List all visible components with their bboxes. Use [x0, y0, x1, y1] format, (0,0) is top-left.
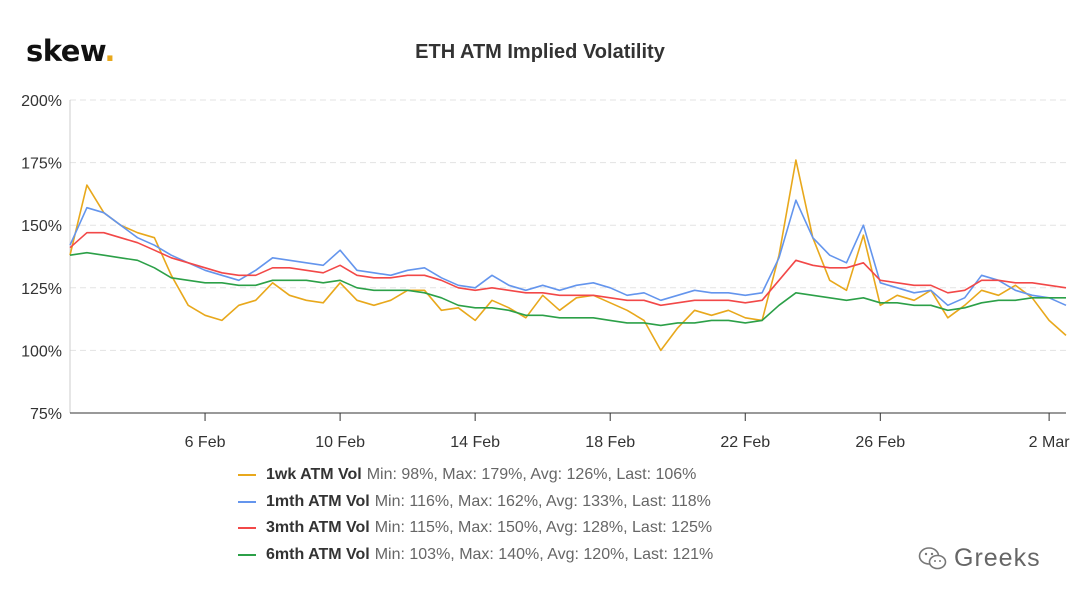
skew-logo: skew.: [26, 34, 115, 68]
volatility-line-chart: 75% 100% 125% 150% 175% 200% 6 Feb 10 Feb 14 Fe…: [21, 93, 1071, 451]
legend-swatch: [238, 553, 256, 556]
legend-series-stats: Min: 115%, Max: 150%, Avg: 128%, Last: 1…: [374, 519, 713, 537]
x-tick-label: 26 Feb: [855, 434, 905, 451]
x-tick-label: 22 Feb: [720, 434, 770, 451]
legend-swatch: [238, 527, 256, 530]
legend-series-name: 1mth ATM Vol: [266, 492, 370, 510]
x-tick-label: 6 Feb: [185, 434, 226, 451]
x-tick-label: 10 Feb: [315, 434, 365, 451]
legend-series-name: 3mth ATM Vol: [266, 519, 370, 537]
y-tick-label: 125%: [21, 281, 62, 298]
series-lines: [69, 159, 1067, 352]
series-line: [69, 231, 1067, 307]
legend-series-stats: Min: 103%, Max: 140%, Avg: 120%, Last: 1…: [374, 545, 714, 563]
logo-dot: .: [104, 34, 115, 68]
x-tick-label: 14 Feb: [450, 434, 500, 451]
chart-title: ETH ATM Implied Volatility: [415, 41, 665, 63]
y-tick-label: 75%: [30, 406, 62, 423]
legend-item[interactable]: 3mth ATM Vol Min: 115%, Max: 150%, Avg: 1…: [238, 515, 713, 542]
series-line: [69, 199, 1067, 307]
legend-item[interactable]: 1wk ATM Vol Min: 98%, Max: 179%, Avg: 126…: [238, 462, 713, 489]
x-axis-labels: 6 Feb 10 Feb 14 Feb 18 Feb 22 Feb 26 Feb 2 Mar: [185, 434, 1071, 451]
y-tick-label: 150%: [21, 218, 62, 235]
logo-text: skew: [26, 34, 105, 68]
legend-swatch: [238, 500, 256, 503]
y-tick-label: 100%: [21, 343, 62, 360]
x-tick-label: 18 Feb: [585, 434, 635, 451]
y-tick-label: 200%: [21, 93, 62, 110]
legend-series-stats: Min: 116%, Max: 162%, Avg: 133%, Last: 1…: [374, 492, 711, 510]
watermark-text: Greeks: [954, 544, 1041, 572]
wechat-icon: [918, 546, 947, 569]
axes: [69, 100, 1066, 421]
x-tick-label: 2 Mar: [1029, 434, 1071, 451]
legend: 1wk ATM Vol Min: 98%, Max: 179%, Avg: 126…: [238, 462, 713, 568]
series-line: [69, 251, 1066, 327]
legend-series-name: 1wk ATM Vol: [266, 466, 362, 484]
legend-item[interactable]: 1mth ATM Vol Min: 116%, Max: 162%, Avg: 1…: [238, 489, 713, 516]
legend-item[interactable]: 6mth ATM Vol Min: 103%, Max: 140%, Avg: 1…: [238, 542, 713, 569]
series-line: [69, 159, 1067, 352]
legend-series-stats: Min: 98%, Max: 179%, Avg: 126%, Last: 10…: [366, 466, 697, 484]
y-tick-label: 175%: [21, 156, 62, 173]
legend-swatch: [238, 474, 256, 477]
grid-lines: [70, 99, 1066, 351]
legend-series-name: 6mth ATM Vol: [266, 545, 370, 563]
watermark: Greeks: [918, 544, 1041, 573]
y-axis-labels: 75% 100% 125% 150% 175% 200%: [21, 93, 62, 423]
